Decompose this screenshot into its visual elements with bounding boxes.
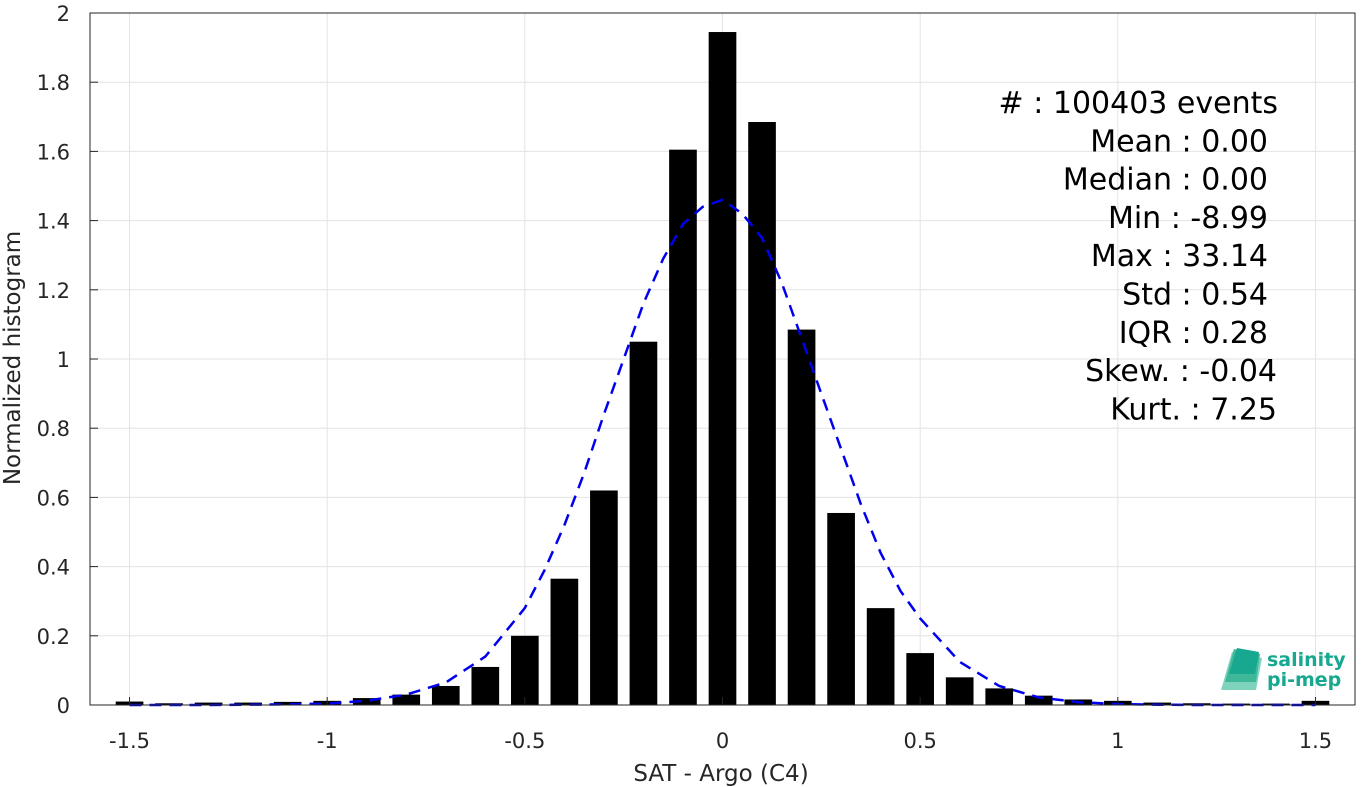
- fit-curve: [129, 198, 1316, 707]
- histogram-bar: [1024, 695, 1053, 705]
- y-tick-label: 0.8: [37, 417, 70, 441]
- x-tick-label: 1: [1111, 729, 1124, 753]
- stats-line: Median : 0.00: [1063, 163, 1268, 198]
- x-ticks: -1.5 -1 -0.5 0 0.5 1 1.5: [109, 697, 1332, 753]
- stats-line: Max : 33.14: [1091, 239, 1268, 274]
- y-tick-label: 1.4: [37, 210, 70, 234]
- histogram-bar: [827, 512, 855, 705]
- stats-line: Skew. : -0.04: [1085, 354, 1277, 389]
- histogram-bar: [669, 149, 697, 706]
- y-tick-label: 0.2: [37, 625, 70, 649]
- x-axis-label: SAT - Argo (C4): [633, 761, 808, 787]
- histogram-bar: [629, 341, 658, 705]
- histogram-bar: [155, 703, 183, 705]
- histogram-bar: [273, 701, 302, 705]
- logo-line1: salinity: [1267, 649, 1346, 671]
- x-tick-label: -1.5: [109, 729, 150, 753]
- histogram-bar: [392, 694, 421, 705]
- y-ticks: 0 0.2 0.4 0.6 0.8 1 1.2 1.4 1.6 1.8 2: [37, 2, 98, 718]
- histogram-bar: [234, 702, 262, 705]
- histogram-bar: [866, 608, 895, 705]
- bars: [115, 32, 1330, 706]
- y-tick-label: 1: [57, 348, 70, 372]
- histogram-bar: [945, 677, 974, 705]
- y-tick-label: 0: [57, 694, 70, 718]
- histogram-bar: [787, 329, 816, 705]
- x-tick-label: 0: [716, 729, 729, 753]
- y-tick-label: 1.6: [37, 140, 70, 164]
- y-axis-label: Normalized histogram: [0, 231, 26, 485]
- histogram-bar: [985, 688, 1014, 705]
- y-tick-label: 1.8: [37, 71, 70, 95]
- histogram-bar: [906, 653, 934, 705]
- stats-line: Min : -8.99: [1108, 201, 1268, 236]
- stats-line: Kurt. : 7.25: [1110, 392, 1277, 427]
- logo-wave-icon: [1221, 648, 1262, 690]
- y-tick-label: 0.6: [37, 486, 70, 510]
- stats-line: Std : 0.54: [1122, 278, 1268, 313]
- y-tick-label: 0.4: [37, 556, 70, 580]
- x-tick-label: -0.5: [504, 729, 545, 753]
- histogram-bar: [471, 666, 500, 705]
- stats-line: # : 100403 events: [999, 86, 1278, 121]
- y-tick-label: 2: [57, 2, 70, 26]
- histogram-bar: [431, 685, 460, 705]
- logo-line2: pi-mep: [1267, 669, 1341, 691]
- histogram-bar: [748, 121, 776, 706]
- histogram-bar: [590, 490, 618, 705]
- histogram-bar: [708, 32, 737, 705]
- salinity-pi-mep-logo: salinity pi-mep: [1221, 648, 1346, 691]
- histogram-bar: [352, 698, 381, 705]
- x-tick-label: 0.5: [903, 729, 936, 753]
- y-tick-label: 1.2: [37, 279, 70, 303]
- histogram-bar: [194, 702, 223, 705]
- x-tick-label: 1.5: [1299, 729, 1332, 753]
- histogram-bar: [511, 635, 539, 705]
- x-tick-label: -1: [317, 729, 338, 753]
- stats-line: IQR : 0.28: [1119, 316, 1268, 351]
- stats-line: Mean : 0.00: [1090, 124, 1268, 159]
- histogram-bar: [550, 578, 579, 705]
